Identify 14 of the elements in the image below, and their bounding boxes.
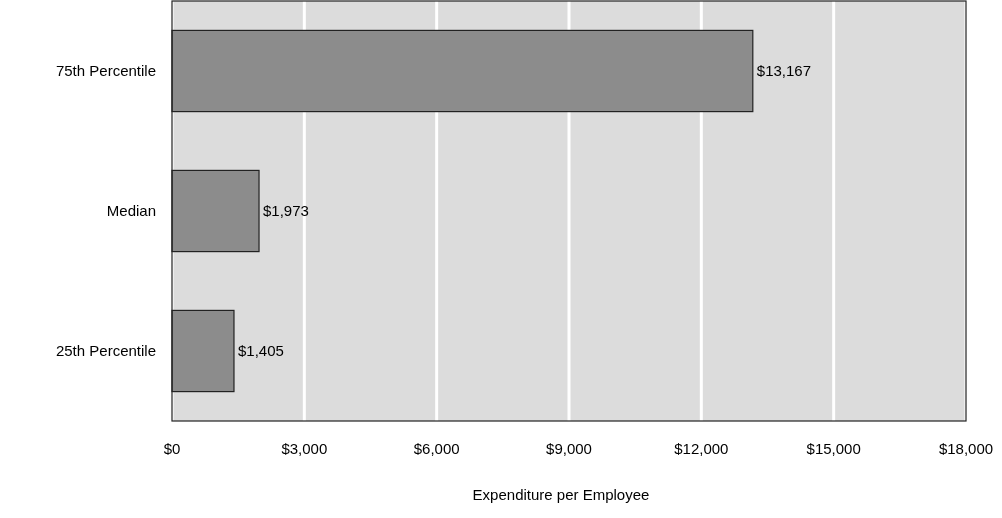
x-tick-label: $12,000: [674, 440, 729, 457]
data-label: $1,405: [237, 342, 284, 360]
x-tick-label: $18,000: [938, 440, 994, 457]
x-tick-label: $9,000: [546, 440, 592, 457]
y-tick-label: 75th Percentile: [55, 62, 156, 80]
x-tick-label: $6,000: [413, 440, 460, 457]
data-label: $13,167: [756, 62, 812, 80]
x-axis-title: Expenditure per Employee: [472, 486, 650, 503]
data-label: $1,973: [263, 202, 309, 220]
y-tick-label: Median: [106, 202, 156, 220]
x-tick-label: $3,000: [281, 440, 328, 457]
x-tick-label: $15,000: [806, 440, 861, 457]
x-tick-label: $0: [163, 440, 181, 457]
y-tick-label: 25th Percentile: [55, 342, 156, 360]
